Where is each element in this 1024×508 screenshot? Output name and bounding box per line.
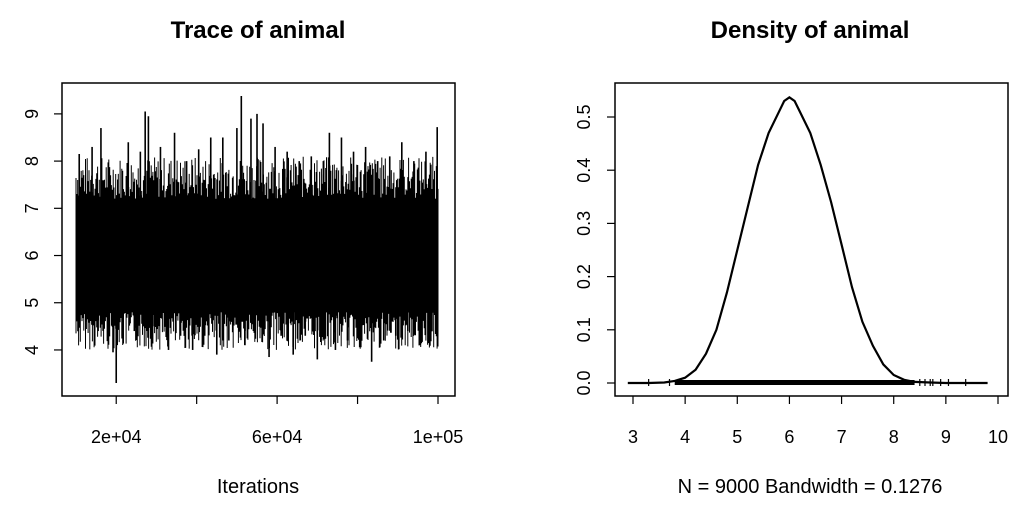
- density-rug-band: [674, 380, 915, 385]
- trace-x-tick-label: 1e+05: [413, 427, 464, 447]
- density-y-tick-label: 0.2: [574, 264, 594, 289]
- density-curve: [627, 95, 988, 385]
- density-x-label: N = 9000 Bandwidth = 0.1276: [678, 476, 943, 498]
- density-x-axis: 3 4 5 6 7 8 9 10: [628, 396, 1008, 447]
- density-panel: Density of animal 0.0 0.1 0.2 0.3 0.4 0.5 3 4 5…: [574, 17, 1009, 498]
- trace-plot-frame: [61, 82, 456, 397]
- density-plot-frame: [614, 82, 1009, 397]
- trace-title: Trace of animal: [171, 17, 346, 44]
- density-x-tick-label: 10: [988, 427, 1008, 447]
- trace-y-tick-label: 5: [22, 298, 42, 308]
- trace-y-tick-label: 6: [22, 251, 42, 261]
- trace-y-tick-label: 4: [22, 345, 42, 355]
- density-x-tick-label: 5: [732, 427, 742, 447]
- density-y-tick-label: 0.3: [574, 211, 594, 236]
- trace-x-label: Iterations: [217, 476, 299, 498]
- density-title: Density of animal: [711, 17, 910, 44]
- density-plot-area: [627, 95, 988, 386]
- density-y-axis: 0.0 0.1 0.2 0.3 0.4 0.5: [574, 104, 615, 396]
- density-y-tick-label: 0.4: [574, 158, 594, 183]
- density-x-tick-label: 9: [941, 427, 951, 447]
- density-y-tick-label: 0.1: [574, 317, 594, 342]
- trace-plot-area: [75, 95, 439, 383]
- trace-y-tick-label: 9: [22, 109, 42, 119]
- density-x-tick-label: 3: [628, 427, 638, 447]
- density-y-tick-label: 0.0: [574, 370, 594, 395]
- density-x-tick-label: 6: [784, 427, 794, 447]
- trace-panel: Trace of animal 4 5 6 7 8 9 2e+04 6e+04 1e+05 I…: [22, 17, 463, 498]
- density-x-tick-label: 4: [680, 427, 690, 447]
- trace-x-axis: 2e+04 6e+04 1e+05: [91, 396, 463, 447]
- density-y-tick-label: 0.5: [574, 104, 594, 129]
- trace-y-tick-label: 7: [22, 203, 42, 213]
- trace-y-tick-label: 8: [22, 156, 42, 166]
- density-x-tick-label: 8: [889, 427, 899, 447]
- density-x-tick-label: 7: [837, 427, 847, 447]
- trace-x-tick-label: 6e+04: [252, 427, 303, 447]
- trace-y-axis: 4 5 6 7 8 9: [22, 109, 62, 355]
- trace-x-tick-label: 2e+04: [91, 427, 142, 447]
